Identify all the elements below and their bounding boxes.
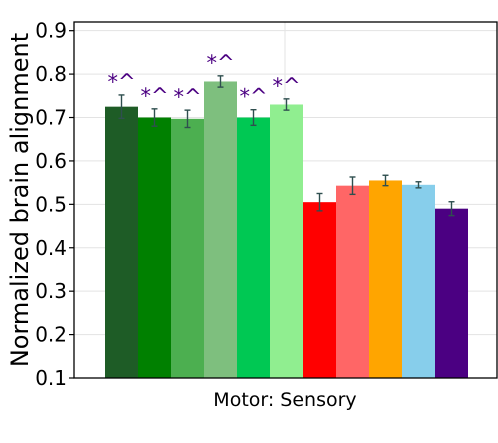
y-tick-label: 0.6	[35, 149, 67, 173]
significance-annotation: *^	[173, 85, 201, 109]
bar	[171, 118, 204, 378]
bar	[303, 202, 336, 378]
y-ticks-layer: 0.1 0.2 0.3 0.4 0.5 0.6 0.7 0.8 0.9	[35, 19, 74, 390]
significance-annotation: *^	[272, 74, 300, 98]
y-tick-label: 0.5	[35, 192, 67, 216]
y-tick-label: 0.3	[35, 279, 67, 303]
bar	[105, 106, 138, 378]
significance-annotation: *^	[140, 84, 168, 108]
bar	[237, 117, 270, 378]
bar	[336, 185, 369, 378]
significance-annotation: *^	[206, 51, 234, 75]
bar	[369, 180, 402, 378]
x-axis-label: Motor: Sensory	[213, 389, 356, 411]
plot-frame	[73, 21, 498, 379]
y-tick-label: 0.7	[35, 106, 67, 130]
errorbars-layer	[118, 75, 455, 217]
y-tick-label: 0.9	[35, 19, 67, 43]
y-tick-label: 0.4	[35, 236, 67, 260]
bar	[138, 117, 171, 378]
bar	[204, 81, 237, 378]
y-axis-label: Normalized brain alignment	[6, 33, 34, 367]
y-tick-label: 0.1	[35, 366, 67, 390]
bars-layer	[105, 81, 468, 379]
significance-annotation: *^	[107, 70, 135, 94]
significance-annotation: *^	[239, 85, 267, 109]
y-tick-label: 0.8	[35, 62, 67, 86]
bar	[270, 104, 303, 379]
annotations-layer: *^*^ *^*^*^ *^	[107, 51, 300, 109]
y-tick-label: 0.2	[35, 323, 67, 347]
bar	[435, 208, 468, 378]
bar	[402, 184, 435, 378]
